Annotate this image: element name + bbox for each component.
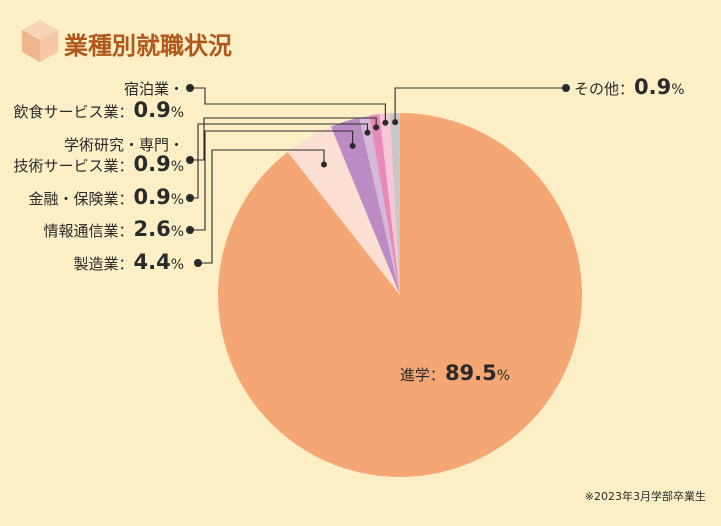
- pie-slice: [389, 113, 400, 295]
- pie-slice: [359, 115, 400, 295]
- slice-label: 情報通信業：2.6%: [43, 217, 184, 241]
- leader-line: [198, 149, 325, 264]
- slice-label: 飲食サービス業：0.9%: [13, 98, 184, 122]
- slice-label: 宿泊業・: [124, 80, 184, 98]
- leader-dot-outer: [186, 84, 194, 92]
- leader-dot-outer: [186, 226, 194, 234]
- leader-dot-inner: [349, 142, 356, 149]
- chart-title: 業種別就職状況: [64, 32, 232, 60]
- pie-slice: [330, 117, 400, 295]
- pie-slice: [287, 126, 400, 295]
- leader-dot-outer: [186, 194, 194, 202]
- leader-line: [190, 87, 386, 123]
- slice-label: 学術研究・専門・: [64, 136, 184, 154]
- cube-icon: [22, 20, 58, 62]
- leader-dot-inner: [382, 119, 389, 126]
- slice-labels: 製造業：4.4% 情報通信業：2.6% 金融・保険業：0.9% 学術研究・専門・技術サ…: [13, 75, 684, 385]
- leader-line: [190, 123, 369, 199]
- leader-line: [394, 87, 566, 123]
- pie-slice: [369, 114, 400, 295]
- leader-lines: [186, 84, 570, 267]
- leader-dot-inner: [364, 129, 371, 136]
- leader-dot-outer: [186, 156, 194, 164]
- leader-dot-inner: [373, 124, 380, 131]
- leader-dot-outer: [562, 84, 570, 92]
- leader-line: [190, 117, 377, 161]
- leader-dot-inner: [392, 119, 399, 126]
- footnote: ※2023年3月学部卒業生: [585, 489, 706, 503]
- slice-label: その他：0.9%: [574, 75, 685, 99]
- pie-chart: [217, 113, 582, 477]
- slice-label: 技術サービス業：0.9%: [13, 152, 184, 176]
- pie-slice: [217, 113, 582, 477]
- leader-dot-inner: [320, 161, 327, 168]
- leader-dot-outer: [194, 259, 202, 267]
- leader-line: [190, 130, 354, 231]
- slice-label: 金融・保険業：0.9%: [28, 185, 184, 209]
- pie-slice: [379, 113, 400, 295]
- slice-label: 進学：89.5%: [400, 361, 510, 385]
- slice-label: 製造業：4.4%: [73, 250, 184, 274]
